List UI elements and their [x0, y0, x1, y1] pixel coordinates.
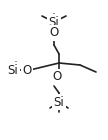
- Text: Si: Si: [49, 16, 59, 29]
- Text: O: O: [22, 64, 32, 76]
- Text: Si: Si: [8, 64, 18, 76]
- Text: Si: Si: [54, 95, 64, 108]
- Text: O: O: [49, 26, 59, 39]
- Text: O: O: [52, 71, 62, 83]
